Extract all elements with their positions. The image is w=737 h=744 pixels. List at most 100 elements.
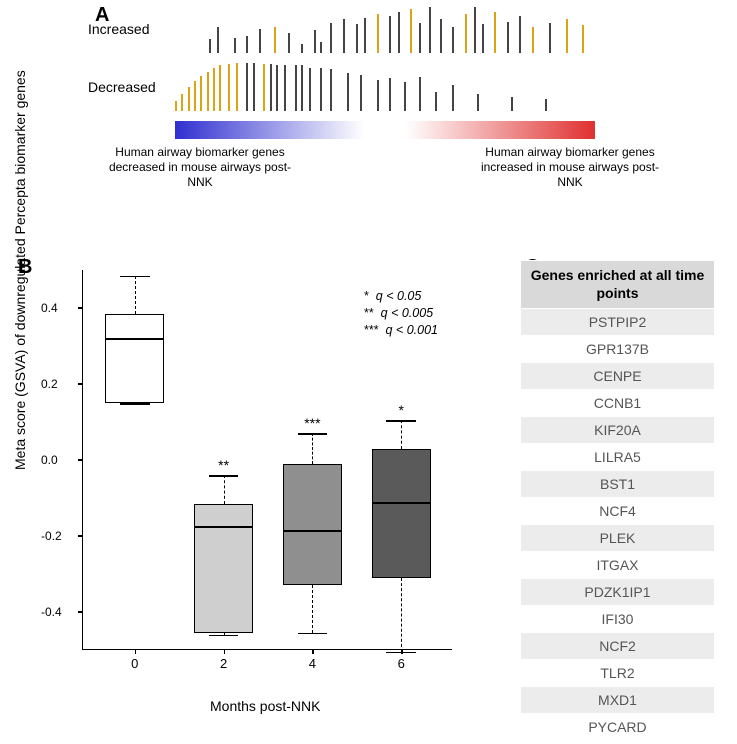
gene-cell: TLR2 bbox=[521, 660, 715, 687]
table-row: KIF20A bbox=[521, 417, 715, 444]
box bbox=[283, 464, 342, 586]
enrichment-tick bbox=[276, 65, 278, 111]
significance-legend-item: * q < 0.05 bbox=[364, 288, 438, 305]
significance-legend: * q < 0.05** q < 0.005*** q < 0.001 bbox=[364, 288, 438, 339]
y-tick-mark bbox=[78, 535, 83, 537]
enrichment-tick bbox=[295, 65, 297, 111]
table-row: NCF4 bbox=[521, 498, 715, 525]
gradient-caption-right: Human airway biomarker genes increased i… bbox=[470, 145, 670, 190]
median-line bbox=[106, 338, 163, 340]
y-tick-label: 0.4 bbox=[41, 301, 58, 315]
gene-cell: NCF2 bbox=[521, 633, 715, 660]
gradient-captions: Human airway biomarker genes decreased i… bbox=[100, 145, 670, 190]
enrichment-tick bbox=[465, 14, 467, 53]
enrichment-tick bbox=[259, 29, 261, 53]
table-row: PLEK bbox=[521, 525, 715, 552]
x-tick-mark bbox=[312, 649, 314, 654]
enrichment-tick bbox=[219, 65, 221, 111]
whisker bbox=[401, 420, 402, 449]
enrichment-tick bbox=[343, 19, 345, 53]
enrichment-tick bbox=[301, 44, 303, 53]
enrichment-row: Increased bbox=[90, 5, 650, 53]
gradient-caption-left: Human airway biomarker genes decreased i… bbox=[100, 145, 300, 190]
y-tick-label: -0.2 bbox=[41, 529, 62, 543]
box bbox=[372, 449, 431, 578]
table-row: GPR137B bbox=[521, 336, 715, 363]
gene-cell: MXD1 bbox=[521, 687, 715, 714]
x-tick-label: 6 bbox=[398, 656, 405, 671]
enrichment-tick bbox=[200, 76, 202, 111]
enrichment-tick bbox=[511, 97, 513, 111]
table-row: NCF2 bbox=[521, 633, 715, 660]
enrichment-tick bbox=[288, 33, 290, 53]
whisker-cap bbox=[298, 433, 328, 435]
table-row: BST1 bbox=[521, 471, 715, 498]
gene-cell: IFI30 bbox=[521, 606, 715, 633]
enrichment-tick bbox=[419, 23, 421, 53]
enrichment-tick bbox=[389, 78, 391, 111]
x-tick-mark bbox=[224, 649, 226, 654]
y-tick-mark bbox=[78, 459, 83, 461]
enrichment-tick bbox=[263, 64, 265, 111]
enrichment-tick bbox=[440, 19, 442, 53]
enrichment-tick bbox=[234, 38, 236, 53]
table-row: ITGAX bbox=[521, 552, 715, 579]
whisker bbox=[135, 276, 136, 314]
enrichment-tick bbox=[549, 23, 551, 53]
enrichment-tick bbox=[284, 65, 286, 111]
enrichment-tick bbox=[217, 27, 219, 53]
enrichment-tick bbox=[330, 23, 332, 53]
x-tick-mark bbox=[401, 649, 403, 654]
table-row: CCNB1 bbox=[521, 390, 715, 417]
enrichment-tick bbox=[209, 39, 211, 53]
table-row: PYCARD bbox=[521, 714, 715, 741]
enrichment-tick bbox=[377, 80, 379, 111]
enrichment-row: Decreased bbox=[90, 63, 650, 111]
boxplot-area: * q < 0.05** q < 0.005*** q < 0.001 -0.4… bbox=[82, 270, 452, 650]
gene-cell: KIF20A bbox=[521, 417, 715, 444]
gene-cell: PSTPIP2 bbox=[521, 309, 715, 336]
enrichment-tick bbox=[404, 82, 406, 111]
enrichment-row-label: Decreased bbox=[88, 79, 156, 95]
panel-a: Increased Decreased Human airway biomarke… bbox=[90, 5, 650, 190]
enrichment-tick bbox=[474, 7, 476, 53]
gene-cell: CCNB1 bbox=[521, 390, 715, 417]
median-line bbox=[373, 502, 430, 504]
x-tick-mark bbox=[135, 649, 137, 654]
enrichment-tick bbox=[356, 24, 358, 53]
y-axis-title: Meta score (GSVA) of downregulated Perce… bbox=[12, 70, 28, 470]
box bbox=[194, 504, 253, 633]
enrichment-tick bbox=[452, 27, 454, 53]
enrichment-tick bbox=[181, 94, 183, 111]
enrichment-tick bbox=[175, 101, 177, 111]
enrichment-tick bbox=[507, 22, 509, 53]
y-tick-mark bbox=[78, 383, 83, 385]
enrichment-tick bbox=[320, 42, 322, 53]
box bbox=[105, 314, 164, 403]
enrichment-tick bbox=[477, 94, 479, 111]
x-tick-label: 0 bbox=[131, 656, 138, 671]
genes-table: Genes enriched at all time points PSTPIP… bbox=[520, 260, 715, 741]
gene-cell: NCF4 bbox=[521, 498, 715, 525]
enrichment-tick bbox=[545, 99, 547, 111]
gene-cell: PDZK1IP1 bbox=[521, 579, 715, 606]
enrichment-tick bbox=[452, 85, 454, 111]
whisker-cap bbox=[209, 475, 239, 477]
enrichment-tick bbox=[330, 69, 332, 111]
enrichment-tick bbox=[419, 77, 421, 111]
y-tick-label: 0.2 bbox=[41, 377, 58, 391]
whisker bbox=[224, 475, 225, 504]
table-row: LILRA5 bbox=[521, 444, 715, 471]
panel-b: Meta score (GSVA) of downregulated Perce… bbox=[10, 260, 480, 720]
enrichment-tick bbox=[435, 92, 437, 111]
enrichment-tick bbox=[309, 68, 311, 111]
enrichment-tick bbox=[194, 81, 196, 111]
gene-cell: PLEK bbox=[521, 525, 715, 552]
significance-star: * bbox=[398, 402, 403, 418]
whisker-cap bbox=[120, 403, 150, 405]
table-row: PSTPIP2 bbox=[521, 309, 715, 336]
enrichment-tick bbox=[314, 30, 316, 53]
gradient-bar bbox=[175, 121, 595, 139]
table-row: IFI30 bbox=[521, 606, 715, 633]
enrichment-rows: Increased Decreased bbox=[90, 5, 650, 111]
